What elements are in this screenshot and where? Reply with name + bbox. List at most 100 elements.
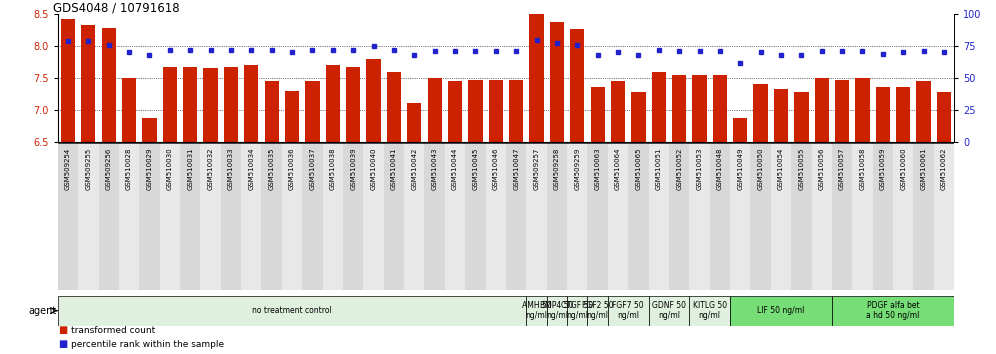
Bar (771, 143, 791, 290)
Bar (550, 22, 564, 142)
Bar (448, 81, 462, 142)
Bar (853, 143, 872, 290)
Text: GSM509256: GSM509256 (106, 148, 112, 190)
Text: ■: ■ (58, 325, 67, 335)
Text: GSM510034: GSM510034 (248, 148, 254, 190)
Text: GSM510060: GSM510060 (900, 148, 906, 190)
Bar (343, 143, 364, 290)
Bar (489, 80, 503, 142)
Text: GSM510051: GSM510051 (655, 148, 661, 190)
Bar (893, 143, 913, 290)
Text: FGF2 50
ng/ml: FGF2 50 ng/ml (582, 301, 614, 320)
Bar (404, 143, 424, 290)
Text: GSM509254: GSM509254 (65, 148, 71, 190)
Bar (386, 72, 401, 142)
Bar (689, 143, 710, 290)
Bar (916, 81, 930, 142)
Bar (713, 75, 727, 142)
Bar (427, 78, 442, 142)
Bar (424, 143, 445, 290)
Text: GSM510049: GSM510049 (737, 148, 743, 190)
Text: GSM510040: GSM510040 (371, 148, 376, 190)
Bar (383, 143, 404, 290)
Text: ■: ■ (58, 339, 67, 349)
Text: GSM510063: GSM510063 (595, 148, 601, 190)
Text: GSM510046: GSM510046 (493, 148, 499, 190)
Text: GSM510054: GSM510054 (778, 148, 784, 190)
Bar (934, 143, 954, 290)
Text: GSM510058: GSM510058 (860, 148, 866, 190)
Bar (692, 75, 706, 142)
Text: GSM510061: GSM510061 (920, 148, 926, 190)
Text: GSM509258: GSM509258 (554, 148, 560, 190)
Bar (812, 143, 832, 290)
Bar (648, 143, 669, 290)
Bar (486, 143, 506, 290)
Bar (200, 143, 221, 290)
Bar (913, 143, 934, 290)
Bar (244, 65, 258, 142)
Bar (672, 75, 686, 142)
Bar (631, 92, 645, 142)
Text: percentile rank within the sample: percentile rank within the sample (71, 340, 224, 349)
Text: GSM510043: GSM510043 (431, 148, 437, 190)
Bar (611, 81, 625, 142)
Text: LIF 50 ng/ml: LIF 50 ng/ml (757, 306, 805, 315)
Bar (730, 296, 832, 326)
Bar (588, 296, 608, 326)
Bar (82, 25, 96, 142)
Text: GSM510047: GSM510047 (513, 148, 519, 190)
Text: GSM510056: GSM510056 (819, 148, 825, 190)
Text: no treatment control: no treatment control (252, 306, 332, 315)
Bar (58, 296, 526, 326)
Text: GDNF 50
ng/ml: GDNF 50 ng/ml (652, 301, 686, 320)
Bar (99, 143, 119, 290)
Bar (608, 296, 648, 326)
Bar (506, 143, 526, 290)
Text: GSM510031: GSM510031 (187, 148, 193, 190)
Text: GDS4048 / 10791618: GDS4048 / 10791618 (54, 1, 180, 14)
Text: transformed count: transformed count (71, 326, 155, 335)
Text: AMH 50
ng/ml: AMH 50 ng/ml (522, 301, 552, 320)
Bar (750, 143, 771, 290)
Bar (162, 67, 177, 142)
Text: GSM510032: GSM510032 (207, 148, 213, 190)
Text: GSM510041: GSM510041 (390, 148, 397, 190)
Bar (221, 143, 241, 290)
Bar (285, 91, 299, 142)
Bar (159, 143, 180, 290)
Bar (445, 143, 465, 290)
Bar (203, 68, 218, 142)
Text: GSM510039: GSM510039 (351, 148, 357, 190)
Text: GSM510044: GSM510044 (452, 148, 458, 190)
Text: GSM510038: GSM510038 (330, 148, 336, 190)
Text: GSM509255: GSM509255 (86, 148, 92, 190)
Bar (139, 143, 159, 290)
Bar (835, 80, 850, 142)
Bar (733, 118, 747, 142)
Bar (465, 143, 486, 290)
Text: GSM509257: GSM509257 (534, 148, 540, 190)
Bar (710, 143, 730, 290)
Bar (102, 28, 116, 142)
Bar (224, 67, 238, 142)
Bar (346, 67, 361, 142)
Bar (265, 81, 279, 142)
Bar (142, 118, 156, 142)
Bar (608, 143, 628, 290)
Bar (832, 143, 853, 290)
Text: GSM510055: GSM510055 (799, 148, 805, 190)
Text: GSM509259: GSM509259 (575, 148, 581, 190)
Text: GSM510057: GSM510057 (839, 148, 846, 190)
Text: GSM510045: GSM510045 (472, 148, 478, 190)
Text: GSM510037: GSM510037 (310, 148, 316, 190)
Bar (730, 143, 750, 290)
Text: GSM510053: GSM510053 (696, 148, 702, 190)
Bar (180, 143, 200, 290)
Bar (754, 84, 768, 142)
Bar (875, 87, 890, 142)
Bar (407, 103, 421, 142)
Bar (856, 78, 870, 142)
Text: agent: agent (29, 306, 57, 316)
Bar (648, 296, 689, 326)
